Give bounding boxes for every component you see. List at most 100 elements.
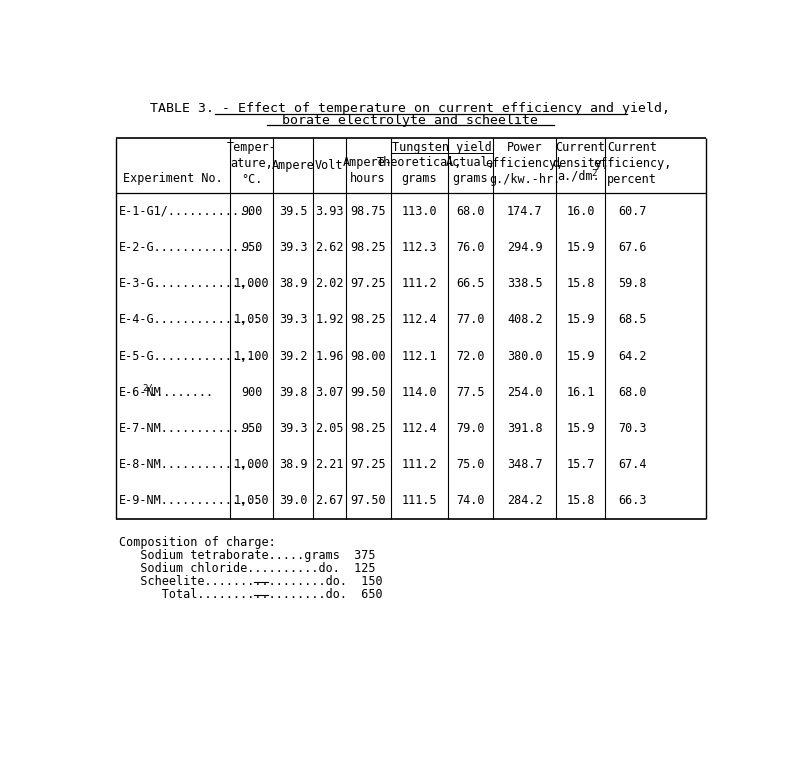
Text: 70.3: 70.3 bbox=[618, 422, 646, 435]
Text: 39.3: 39.3 bbox=[278, 314, 307, 326]
Text: 72.0: 72.0 bbox=[456, 350, 485, 363]
Text: E-3-G...............: E-3-G............... bbox=[118, 277, 261, 290]
Text: 97.50: 97.50 bbox=[350, 494, 386, 508]
Text: 114.0: 114.0 bbox=[402, 386, 437, 399]
Text: 75.0: 75.0 bbox=[456, 458, 485, 471]
Text: 111.2: 111.2 bbox=[402, 458, 437, 471]
Text: E-5-G...............: E-5-G............... bbox=[118, 350, 261, 363]
Text: 59.8: 59.8 bbox=[618, 277, 646, 290]
Text: 174.7: 174.7 bbox=[507, 205, 542, 217]
Text: 15.8: 15.8 bbox=[566, 494, 594, 508]
Text: E-7-NM..............: E-7-NM.............. bbox=[118, 422, 261, 435]
Text: 950: 950 bbox=[241, 422, 262, 435]
Text: Composition of charge:: Composition of charge: bbox=[119, 536, 276, 549]
Text: 79.0: 79.0 bbox=[456, 422, 485, 435]
Text: 60.7: 60.7 bbox=[618, 205, 646, 217]
Text: 2.67: 2.67 bbox=[315, 494, 344, 508]
Text: 15.9: 15.9 bbox=[566, 241, 594, 254]
Text: 15.7: 15.7 bbox=[566, 458, 594, 471]
Text: Current
efficiency,
percent: Current efficiency, percent bbox=[593, 141, 671, 186]
Text: 3.93: 3.93 bbox=[315, 205, 344, 217]
Text: 38.9: 38.9 bbox=[278, 458, 307, 471]
Text: 39.0: 39.0 bbox=[278, 494, 307, 508]
Text: 98.25: 98.25 bbox=[350, 422, 386, 435]
Text: 16.1: 16.1 bbox=[566, 386, 594, 399]
Text: E-8-NM..............: E-8-NM.............. bbox=[118, 458, 261, 471]
Text: 97.25: 97.25 bbox=[350, 277, 386, 290]
Text: 284.2: 284.2 bbox=[507, 494, 542, 508]
Text: 38.9: 38.9 bbox=[278, 277, 307, 290]
Text: 112.4: 112.4 bbox=[402, 314, 437, 326]
Text: 15.8: 15.8 bbox=[566, 277, 594, 290]
Text: 391.8: 391.8 bbox=[507, 422, 542, 435]
Text: 2.62: 2.62 bbox=[315, 241, 344, 254]
Text: 77.5: 77.5 bbox=[456, 386, 485, 399]
Text: 112.1: 112.1 bbox=[402, 350, 437, 363]
Text: 348.7: 348.7 bbox=[507, 458, 542, 471]
Text: 39.5: 39.5 bbox=[278, 205, 307, 217]
Text: 98.00: 98.00 bbox=[350, 350, 386, 363]
Text: E-2-G...............: E-2-G............... bbox=[118, 241, 261, 254]
Text: 1.92: 1.92 bbox=[315, 314, 344, 326]
Text: 2.21: 2.21 bbox=[315, 458, 344, 471]
Text: Theoretical,
grams: Theoretical, grams bbox=[377, 156, 462, 185]
Text: Ampere: Ampere bbox=[272, 159, 314, 172]
Text: 98.25: 98.25 bbox=[350, 241, 386, 254]
Text: 66.3: 66.3 bbox=[618, 494, 646, 508]
Text: Actual,
grams: Actual, grams bbox=[446, 156, 495, 185]
Text: 1.96: 1.96 bbox=[315, 350, 344, 363]
Text: E-1-G1/............: E-1-G1/............ bbox=[118, 205, 254, 217]
Text: 113.0: 113.0 bbox=[402, 205, 437, 217]
Text: Experiment No.: Experiment No. bbox=[123, 173, 222, 185]
Text: Temper-
ature,
°C.: Temper- ature, °C. bbox=[226, 141, 277, 186]
Text: 1,050: 1,050 bbox=[234, 314, 270, 326]
Text: 112.4: 112.4 bbox=[402, 422, 437, 435]
Text: 2: 2 bbox=[591, 169, 596, 178]
Text: 2.05: 2.05 bbox=[315, 422, 344, 435]
Text: 2.02: 2.02 bbox=[315, 277, 344, 290]
Text: 900: 900 bbox=[241, 205, 262, 217]
Text: Scheelite.................do.  150: Scheelite.................do. 150 bbox=[119, 575, 383, 588]
Text: E-6-NM: E-6-NM bbox=[118, 386, 162, 399]
Text: 15.9: 15.9 bbox=[566, 314, 594, 326]
Text: Sodium chloride..........do.  125: Sodium chloride..........do. 125 bbox=[119, 562, 376, 575]
Text: 380.0: 380.0 bbox=[507, 350, 542, 363]
Text: 67.4: 67.4 bbox=[618, 458, 646, 471]
Text: Volt: Volt bbox=[315, 159, 344, 172]
Text: 67.6: 67.6 bbox=[618, 241, 646, 254]
Text: 900: 900 bbox=[241, 386, 262, 399]
Text: 111.5: 111.5 bbox=[402, 494, 437, 508]
Text: 77.0: 77.0 bbox=[456, 314, 485, 326]
Text: 1,000: 1,000 bbox=[234, 458, 270, 471]
Text: 39.3: 39.3 bbox=[278, 241, 307, 254]
Text: 112.3: 112.3 bbox=[402, 241, 437, 254]
Text: 68.5: 68.5 bbox=[618, 314, 646, 326]
Text: 338.5: 338.5 bbox=[507, 277, 542, 290]
Text: 68.0: 68.0 bbox=[456, 205, 485, 217]
Text: 64.2: 64.2 bbox=[618, 350, 646, 363]
Text: 2/: 2/ bbox=[142, 384, 153, 393]
Text: 98.25: 98.25 bbox=[350, 314, 386, 326]
Text: 66.5: 66.5 bbox=[456, 277, 485, 290]
Text: E-4-G...............: E-4-G............... bbox=[118, 314, 261, 326]
Text: 1,050: 1,050 bbox=[234, 494, 270, 508]
Text: Current
density,: Current density, bbox=[552, 141, 609, 170]
Text: 3.07: 3.07 bbox=[315, 386, 344, 399]
Text: a./dm.: a./dm. bbox=[558, 170, 600, 183]
Text: 15.9: 15.9 bbox=[566, 350, 594, 363]
Text: Ampere-
hours: Ampere- hours bbox=[343, 156, 393, 185]
Text: .........: ......... bbox=[149, 386, 214, 399]
Text: 39.3: 39.3 bbox=[278, 422, 307, 435]
Text: 254.0: 254.0 bbox=[507, 386, 542, 399]
Text: borate electrolyte and scheelite: borate electrolyte and scheelite bbox=[282, 113, 538, 127]
Text: 1,000: 1,000 bbox=[234, 277, 270, 290]
Text: Tungsten yield: Tungsten yield bbox=[392, 141, 492, 154]
Text: 97.25: 97.25 bbox=[350, 458, 386, 471]
Text: 15.9: 15.9 bbox=[566, 422, 594, 435]
Text: 1,100: 1,100 bbox=[234, 350, 270, 363]
Text: 76.0: 76.0 bbox=[456, 241, 485, 254]
Text: 950: 950 bbox=[241, 241, 262, 254]
Text: 294.9: 294.9 bbox=[507, 241, 542, 254]
Text: E-9-NM..............: E-9-NM.............. bbox=[118, 494, 261, 508]
Text: TABLE 3. - Effect of temperature on current efficiency and yield,: TABLE 3. - Effect of temperature on curr… bbox=[150, 102, 670, 115]
